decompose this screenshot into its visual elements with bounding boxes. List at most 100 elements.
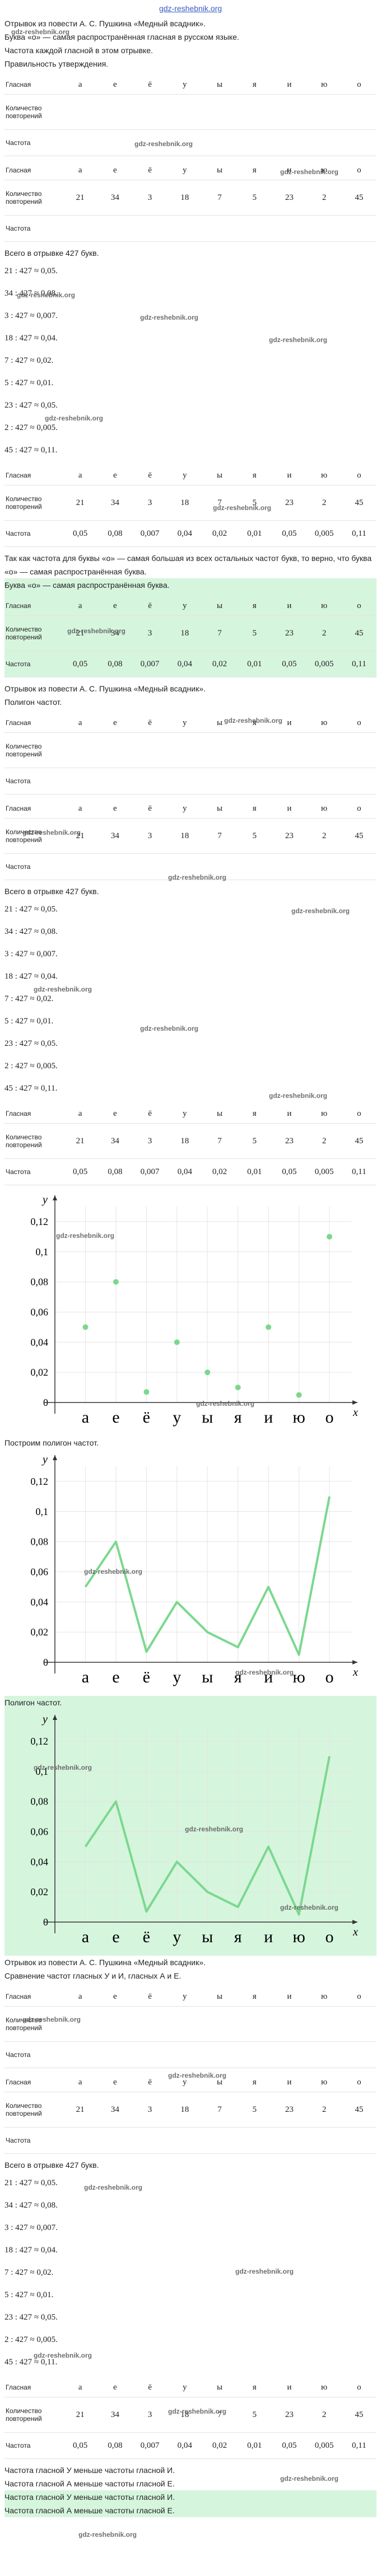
freq-cell [341, 215, 377, 242]
vowel-cell: о [341, 2378, 377, 2397]
freq-cell: 0,007 [132, 1158, 168, 1185]
row-label: Частота [4, 1158, 63, 1185]
count-cell: 7 [202, 2397, 238, 2433]
x-tick-label: ю [292, 1928, 305, 1946]
freq-cell [167, 215, 202, 242]
count-cell: 23 [272, 2092, 307, 2128]
watermark: gdz-reshebnik.org [196, 1400, 255, 1408]
freq-row: Частота 0,05 0,08 0,007 0,04 0,02 0,01 0,05 0,00… [4, 2432, 377, 2459]
y-tick-label: 0,12 [31, 1736, 49, 1747]
count-cell: 45 [341, 1123, 377, 1159]
count-cell [341, 94, 377, 130]
vowel-cell: и [272, 2073, 307, 2092]
freq-cell [202, 853, 238, 880]
watermark: gdz-reshebnik.org [224, 717, 283, 724]
computation: 21 : 427 ≈ 0,05. [4, 267, 58, 275]
count-cell: 3 [132, 615, 168, 651]
watermark: gdz-reshebnik.org [185, 1825, 244, 1833]
freq-cell: 0,02 [202, 2432, 238, 2459]
freq-cell: 0,05 [272, 2432, 307, 2459]
vowel-cell: ё [132, 799, 168, 819]
vowel-cell: е [97, 2073, 133, 2092]
freq-cell: 0,04 [167, 520, 202, 547]
count-cell: 18 [167, 1123, 202, 1159]
computation: 3 : 427 ≈ 0,007. [4, 2223, 58, 2232]
vowel-cell: е [97, 713, 133, 733]
watermark: gdz-reshebnik.org [56, 1232, 115, 1240]
x-axis-label: x [352, 1926, 358, 1938]
count-cell [306, 94, 342, 130]
freq-cell [306, 2041, 342, 2068]
vowel-table: Гласная а е ё у ы я и ю о Количество повторений Час… [4, 1987, 377, 2068]
vowel-cell: о [341, 75, 377, 95]
count-cell: 2 [306, 485, 342, 521]
watermark: gdz-reshebnik.org [17, 291, 76, 299]
watermark: gdz-reshebnik.org [168, 2407, 227, 2415]
x-tick-label: ё [143, 1668, 150, 1686]
vowel-cell: ы [202, 596, 238, 616]
computation: 34 : 427 ≈ 0,08. [4, 289, 58, 298]
vowel-cell: я [237, 799, 272, 819]
vowel-cell: ю [306, 2378, 342, 2397]
count-cell: 3 [132, 1123, 168, 1159]
vowel-cell: о [341, 596, 377, 616]
computation: 45 : 427 ≈ 0,11. [4, 446, 58, 455]
x-axis-label: x [352, 1666, 358, 1679]
count-cell: 23 [272, 2397, 307, 2433]
count-cell: 7 [202, 485, 238, 521]
section-1: Отрывок из повести А. С. Пушкина «Медный… [4, 17, 377, 677]
count-cell: 2 [306, 818, 342, 854]
polygon-line [84, 1756, 331, 1916]
row-label: Гласная [4, 161, 63, 180]
freq-cell: 0,02 [202, 520, 238, 547]
count-cell: 23 [272, 180, 307, 216]
vowel-table: Гласная а е ё у ы я и ю о Количество повторений 21 3… [4, 799, 377, 880]
count-cell: 21 [63, 1123, 98, 1159]
count-cell [132, 732, 168, 768]
freq-row: Частота [4, 129, 377, 156]
vowel-cell: ё [132, 2378, 168, 2397]
freq-cell [167, 768, 202, 794]
freq-cell [341, 768, 377, 794]
computation: 18 : 427 ≈ 0,04. [4, 2246, 58, 2255]
freq-cell [272, 853, 307, 880]
freq-row: Частота [4, 215, 377, 242]
computation: 3 : 427 ≈ 0,007. [4, 311, 58, 320]
freq-cell [132, 215, 168, 242]
count-row: Количество повторений 21 34 3 18 7 5 23 2 45 [4, 2397, 377, 2433]
x-tick-label: я [234, 1408, 242, 1427]
watermark: gdz-reshebnik.org [213, 504, 272, 512]
count-cell: 3 [132, 485, 168, 521]
vowel-cell: ю [306, 75, 342, 95]
count-cell: 34 [97, 180, 133, 216]
computation: 23 : 427 ≈ 0,05. [4, 2313, 58, 2322]
vowel-cell: ё [132, 713, 168, 733]
vowel-cell: и [272, 75, 307, 95]
text-line: Полигон частот. [4, 698, 62, 707]
watermark: gdz-reshebnik.org [280, 168, 339, 176]
vowel-cell: ё [132, 466, 168, 485]
freq-cell [306, 129, 342, 156]
x-tick-label: ю [292, 1408, 305, 1427]
count-cell [306, 732, 342, 768]
watermark: gdz-reshebnik.org [140, 314, 199, 321]
y-arrow [53, 1715, 57, 1720]
vowel-cell: о [341, 1987, 377, 2007]
computation: 2 : 427 ≈ 0,005. [4, 2335, 58, 2344]
freq-cell: 0,05 [63, 2432, 98, 2459]
freq-row: Частота 0,05 0,08 0,007 0,04 0,02 0,01 0,05 0,00… [4, 651, 377, 677]
computations: 21 : 427 ≈ 0,05. 34 : 427 ≈ 0,08. 3 : 427 … [4, 260, 377, 461]
count-cell [202, 94, 238, 130]
freq-cell [272, 2127, 307, 2154]
x-tick-label: ё [143, 1408, 150, 1427]
x-tick-label: у [173, 1408, 181, 1427]
freq-cell: 0,11 [341, 2432, 377, 2459]
vowel-cell: ы [202, 1987, 238, 2007]
row-label: Частота [4, 215, 63, 242]
point [296, 1392, 302, 1398]
vowel-cell: ы [202, 713, 238, 733]
vowel-cell: я [237, 596, 272, 616]
freq-cell [63, 2041, 98, 2068]
total-line: Всего в отрывке 427 букв. [4, 887, 99, 896]
